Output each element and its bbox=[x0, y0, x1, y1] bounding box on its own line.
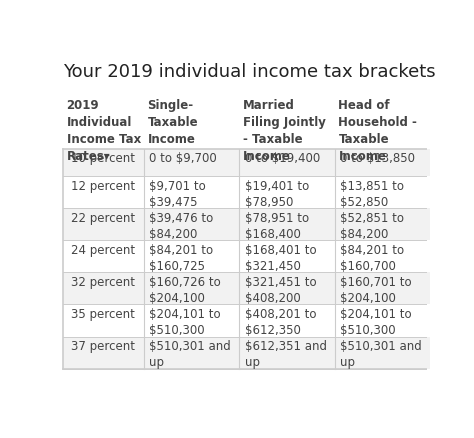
Text: $204,101 to
$510,300: $204,101 to $510,300 bbox=[340, 308, 412, 337]
Text: 37 percent: 37 percent bbox=[71, 340, 136, 353]
Text: 2019
Individual
Income Tax
Rates▾: 2019 Individual Income Tax Rates▾ bbox=[66, 99, 141, 163]
Text: 0 to $13,850: 0 to $13,850 bbox=[340, 152, 415, 165]
Text: $78,951 to
$168,400: $78,951 to $168,400 bbox=[245, 212, 309, 241]
Text: 12 percent: 12 percent bbox=[71, 180, 136, 193]
Text: $612,351 and
up: $612,351 and up bbox=[245, 340, 327, 369]
Text: 10 percent: 10 percent bbox=[71, 152, 136, 165]
Bar bbox=[63, 336, 430, 368]
Bar bbox=[63, 208, 430, 240]
Text: $13,851 to
$52,850: $13,851 to $52,850 bbox=[340, 180, 404, 209]
Text: Single-
Taxable
Income: Single- Taxable Income bbox=[147, 99, 198, 146]
Bar bbox=[63, 272, 430, 304]
Text: Married
Filing Jointly
- Taxable
Income: Married Filing Jointly - Taxable Income bbox=[243, 99, 326, 163]
Text: 0 to $19,400: 0 to $19,400 bbox=[245, 152, 320, 165]
Text: $168,401 to
$321,450: $168,401 to $321,450 bbox=[245, 244, 316, 273]
Bar bbox=[63, 148, 430, 177]
Text: Your 2019 individual income tax brackets: Your 2019 individual income tax brackets bbox=[63, 63, 436, 81]
Bar bbox=[63, 240, 430, 272]
Text: $408,201 to
$612,350: $408,201 to $612,350 bbox=[245, 308, 316, 337]
Text: 24 percent: 24 percent bbox=[71, 244, 136, 257]
Text: $9,701 to
$39,475: $9,701 to $39,475 bbox=[149, 180, 206, 209]
Text: $39,476 to
$84,200: $39,476 to $84,200 bbox=[149, 212, 213, 241]
Bar bbox=[63, 96, 430, 148]
Text: $321,451 to
$408,200: $321,451 to $408,200 bbox=[245, 276, 316, 305]
Text: $52,851 to
$84,200: $52,851 to $84,200 bbox=[340, 212, 404, 241]
Bar bbox=[63, 304, 430, 336]
Text: 22 percent: 22 percent bbox=[71, 212, 136, 225]
Text: $84,201 to
$160,725: $84,201 to $160,725 bbox=[149, 244, 213, 273]
Text: $160,726 to
$204,100: $160,726 to $204,100 bbox=[149, 276, 221, 305]
Text: Head of
Household -
Taxable
Income: Head of Household - Taxable Income bbox=[338, 99, 417, 163]
Text: $510,301 and
up: $510,301 and up bbox=[149, 340, 231, 369]
Text: $19,401 to
$78,950: $19,401 to $78,950 bbox=[245, 180, 309, 209]
Text: 35 percent: 35 percent bbox=[72, 308, 135, 321]
Text: 32 percent: 32 percent bbox=[71, 276, 136, 289]
Bar bbox=[63, 177, 430, 208]
Text: $510,301 and
up: $510,301 and up bbox=[340, 340, 422, 369]
Text: 0 to $9,700: 0 to $9,700 bbox=[149, 152, 217, 165]
Text: $204,101 to
$510,300: $204,101 to $510,300 bbox=[149, 308, 221, 337]
Text: $160,701 to
$204,100: $160,701 to $204,100 bbox=[340, 276, 412, 305]
Text: $84,201 to
$160,700: $84,201 to $160,700 bbox=[340, 244, 404, 273]
